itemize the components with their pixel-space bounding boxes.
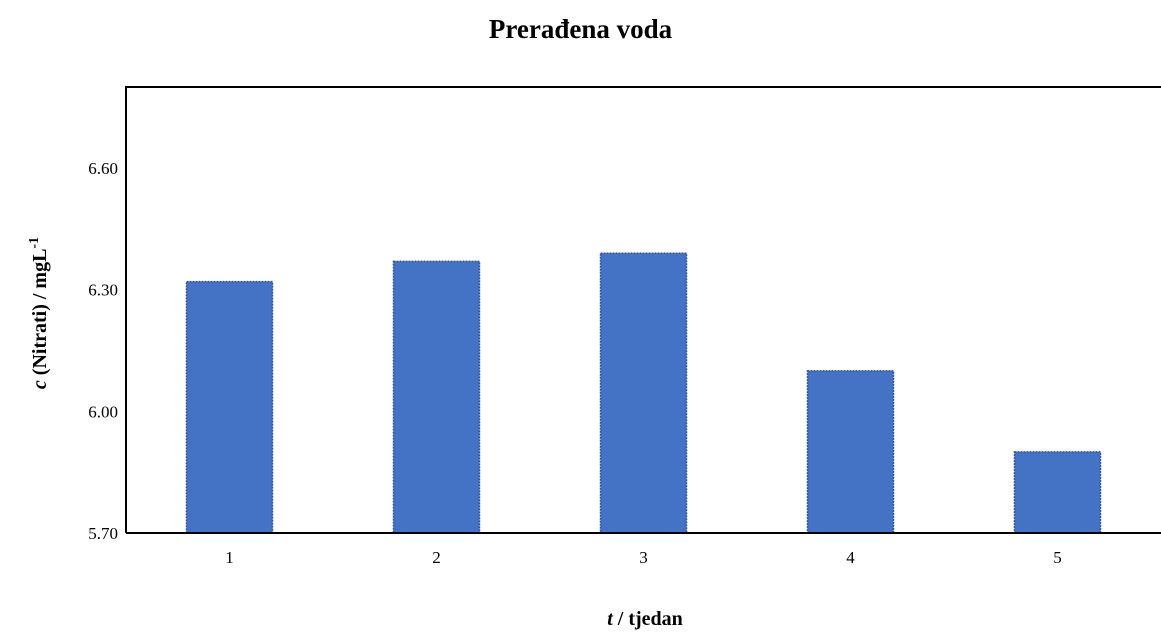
axes-layer xyxy=(125,86,1161,534)
x-tick-label: 3 xyxy=(639,548,648,567)
y-tick-label: 6.00 xyxy=(88,402,118,421)
x-axis-title-italic: t xyxy=(607,608,614,630)
bar-week-4 xyxy=(806,370,895,534)
plot-frame xyxy=(125,86,1161,533)
y-tick-label: 6.30 xyxy=(88,281,118,300)
bar-week-3 xyxy=(599,252,688,534)
chart-title: Prerađena voda xyxy=(488,14,673,44)
x-tick-label: 1 xyxy=(225,548,234,567)
y-axis-title-italic: c xyxy=(29,380,51,389)
y-axis-title-superscript: -1 xyxy=(27,237,42,249)
bar-week-5 xyxy=(1013,451,1102,534)
bar-week-1 xyxy=(185,280,274,534)
y-axis-title-rest: (Nitrati) / mgL xyxy=(29,249,51,381)
y-axis-title: c (Nitrati) / mgL-1 xyxy=(27,237,51,389)
x-axis-title: t / tjedan xyxy=(607,608,683,630)
x-tick-label: 4 xyxy=(846,548,855,567)
x-axis-title-rest: / tjedan xyxy=(613,608,683,630)
bar-week-2 xyxy=(392,260,481,534)
y-tick-label: 6.60 xyxy=(88,159,118,178)
x-tick-label: 5 xyxy=(1053,548,1062,567)
bars-layer xyxy=(185,252,1102,534)
y-tick-labels: 5.70 6.00 6.30 6.60 xyxy=(88,159,118,543)
y-tick-label: 5.70 xyxy=(88,524,118,543)
x-tick-label: 2 xyxy=(432,548,441,567)
x-tick-labels: 1 2 3 4 5 xyxy=(225,548,1062,567)
